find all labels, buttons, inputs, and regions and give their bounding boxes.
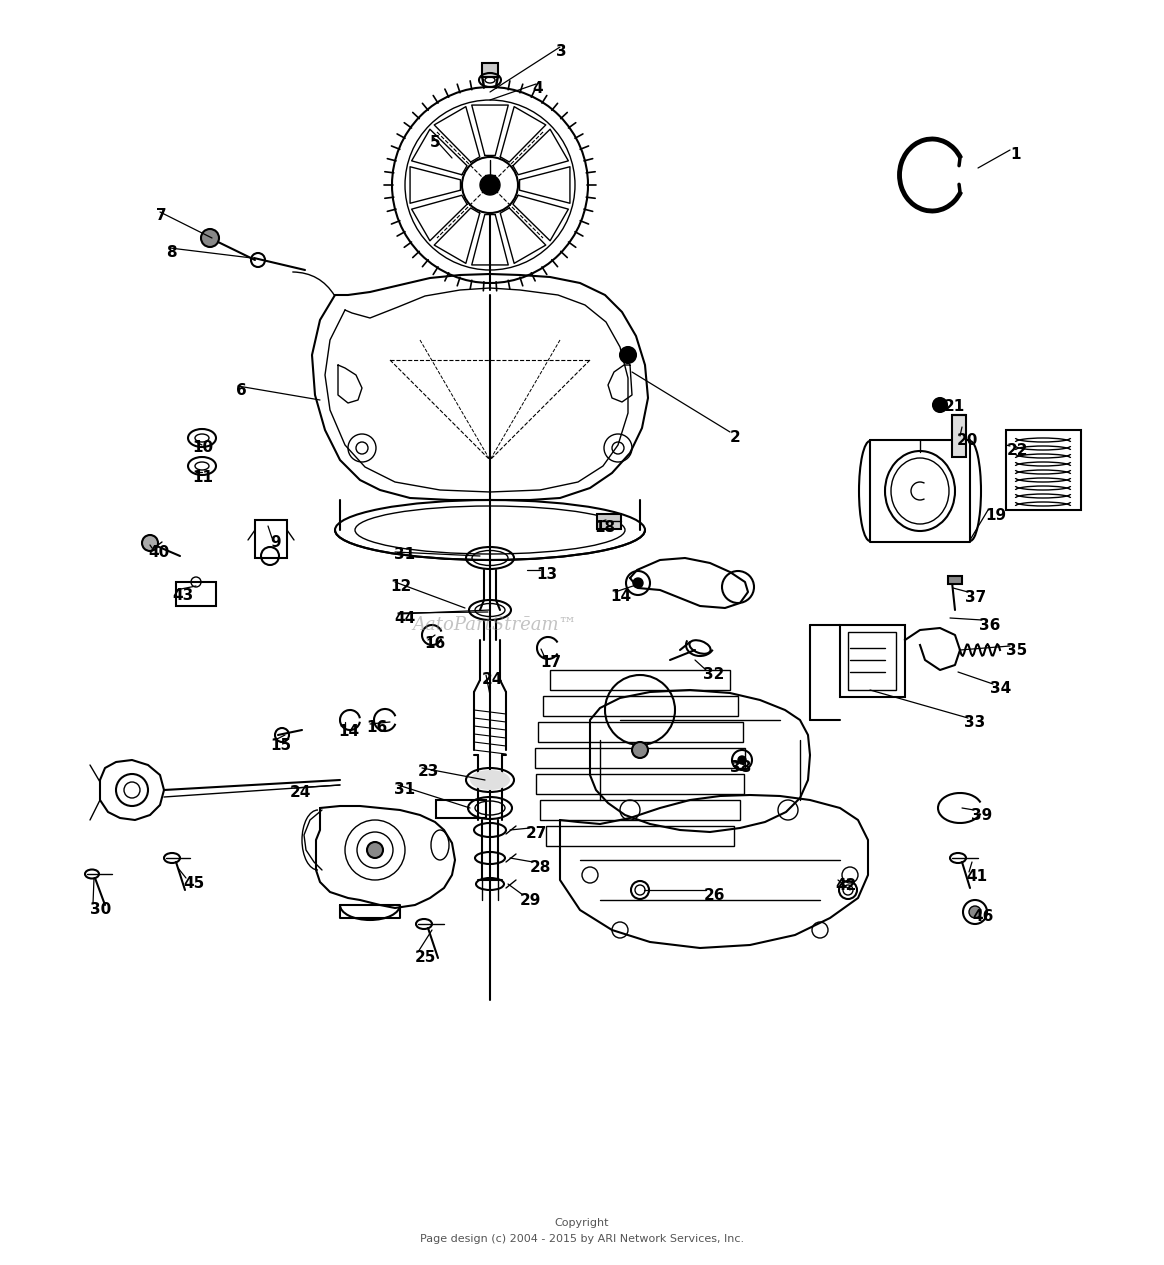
Text: 43: 43 [172, 588, 193, 603]
Text: Copyright: Copyright [555, 1218, 609, 1228]
Text: 44: 44 [393, 611, 416, 626]
Text: 41: 41 [966, 869, 987, 884]
Text: 45: 45 [183, 875, 204, 891]
Text: 1: 1 [1010, 147, 1021, 162]
Text: 16: 16 [365, 720, 388, 735]
Bar [952, 415, 966, 457]
Text: 26: 26 [704, 888, 725, 903]
Text: 24: 24 [290, 786, 312, 799]
Text: 36: 36 [979, 619, 1000, 632]
Text: 23: 23 [418, 764, 439, 779]
Text: 21: 21 [944, 398, 965, 414]
Text: AatoPartStrēam™: AatoPartStrēam™ [413, 616, 577, 634]
Bar [849, 632, 896, 689]
Text: 5: 5 [430, 135, 441, 151]
Bar [840, 625, 904, 697]
Circle shape [367, 842, 383, 858]
Text: 19: 19 [985, 509, 1006, 522]
Circle shape [968, 906, 981, 918]
Bar [482, 63, 498, 77]
Bar [535, 774, 744, 794]
Text: 9: 9 [270, 535, 281, 550]
Text: 17: 17 [540, 655, 561, 670]
Text: 37: 37 [965, 589, 986, 605]
Text: 12: 12 [390, 579, 411, 595]
Text: 18: 18 [594, 520, 615, 535]
Bar [535, 748, 745, 768]
Text: 29: 29 [520, 893, 541, 908]
Text: 24: 24 [482, 672, 503, 687]
Circle shape [738, 756, 746, 764]
Text: 14: 14 [338, 724, 360, 739]
Bar [542, 696, 738, 716]
Text: 34: 34 [991, 681, 1012, 696]
Circle shape [620, 347, 636, 363]
Circle shape [480, 175, 501, 195]
Bar [947, 576, 961, 584]
Bar [546, 826, 734, 846]
Text: 10: 10 [192, 440, 213, 455]
Text: 7: 7 [156, 207, 166, 223]
Ellipse shape [470, 770, 510, 791]
Text: 32: 32 [703, 667, 724, 682]
Text: 40: 40 [148, 545, 169, 560]
Text: 4: 4 [532, 81, 542, 96]
Text: 30: 30 [90, 902, 112, 917]
Bar [540, 799, 740, 820]
Bar [436, 799, 487, 818]
Text: 33: 33 [964, 715, 985, 730]
Circle shape [633, 578, 643, 588]
Text: 35: 35 [1006, 643, 1028, 658]
Text: 3: 3 [556, 44, 567, 59]
Text: 11: 11 [192, 471, 213, 484]
Text: 2: 2 [730, 430, 740, 445]
Circle shape [632, 743, 648, 758]
Bar [597, 514, 622, 529]
Circle shape [142, 535, 158, 552]
Text: 31: 31 [393, 782, 416, 797]
Bar [176, 582, 217, 606]
Text: 42: 42 [835, 878, 857, 893]
Text: 14: 14 [610, 589, 631, 603]
Text: 39: 39 [971, 808, 992, 824]
Text: 13: 13 [535, 567, 558, 582]
Text: 27: 27 [526, 826, 547, 841]
Text: 6: 6 [236, 383, 247, 398]
Text: 20: 20 [957, 433, 979, 448]
Text: 22: 22 [1007, 443, 1029, 458]
Text: 46: 46 [972, 910, 993, 923]
Text: 25: 25 [416, 950, 436, 965]
Text: 8: 8 [166, 245, 177, 261]
Bar [538, 722, 743, 743]
Text: 16: 16 [424, 636, 446, 651]
Text: 15: 15 [270, 737, 291, 753]
Text: 38: 38 [730, 760, 751, 775]
Bar [255, 520, 288, 558]
Bar [551, 670, 730, 689]
Bar [1006, 430, 1081, 510]
Text: 31: 31 [393, 546, 416, 562]
Circle shape [201, 229, 219, 247]
Circle shape [934, 398, 947, 412]
Text: 28: 28 [530, 860, 552, 875]
Text: Page design (c) 2004 - 2015 by ARI Network Services, Inc.: Page design (c) 2004 - 2015 by ARI Netwo… [420, 1233, 744, 1243]
